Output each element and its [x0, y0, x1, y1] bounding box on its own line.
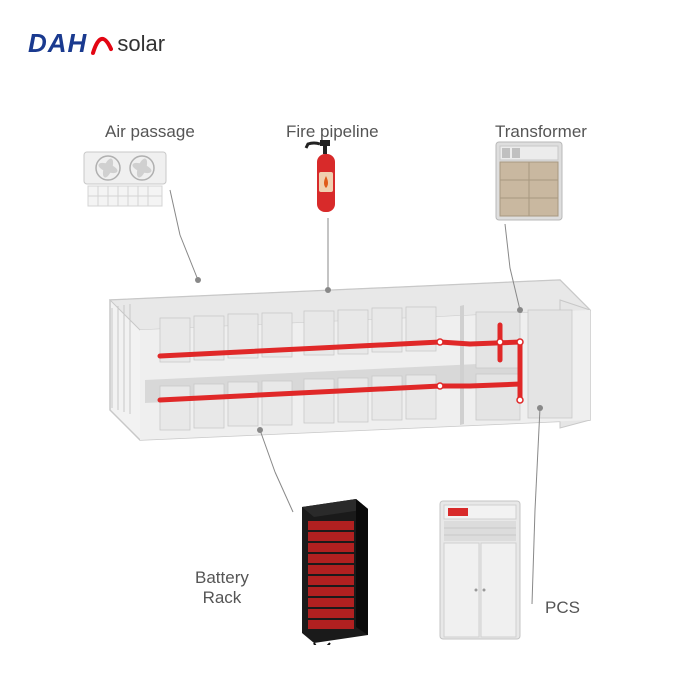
transformer-icon	[490, 138, 568, 224]
pcs-icon	[430, 495, 530, 645]
logo-prefix: DAH	[28, 28, 87, 59]
fire-extinguisher-icon	[300, 138, 350, 216]
label-pcs: PCS	[545, 598, 580, 618]
label-air-passage: Air passage	[105, 122, 195, 142]
logo-arc-icon	[89, 31, 113, 57]
battery-rack-icon	[290, 495, 380, 645]
logo-suffix: solar	[117, 31, 165, 57]
brand-logo: DAH solar	[28, 28, 165, 59]
container-cutaway	[90, 250, 610, 450]
air-passage-icon	[82, 146, 168, 210]
label-battery-rack: Battery Rack	[195, 568, 249, 608]
